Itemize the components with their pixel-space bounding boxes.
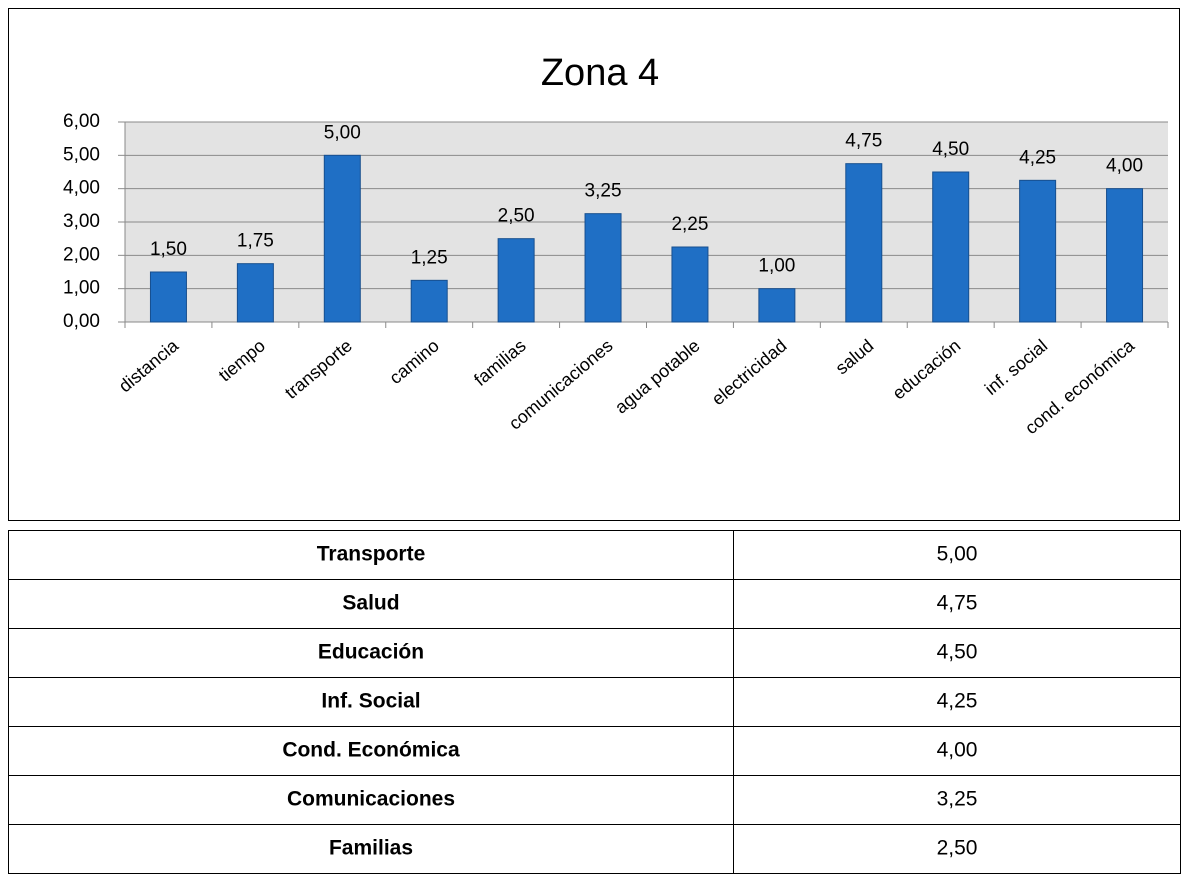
bar: [584, 213, 622, 323]
y-tick-label: 1,00: [63, 278, 100, 299]
row-value: 2,50: [937, 837, 978, 860]
table-cell: [8, 775, 734, 825]
row-label: Cond. Económica: [282, 739, 460, 762]
y-tick-label: 4,00: [63, 178, 100, 199]
table-cell: [8, 628, 734, 678]
value-label: 4,00: [1106, 156, 1143, 177]
bar: [497, 238, 535, 323]
value-label: 1,00: [758, 256, 795, 277]
table-cell: [733, 628, 1181, 678]
row-value: 3,25: [937, 788, 978, 811]
table-cell: [733, 677, 1181, 727]
value-label: 1,25: [411, 247, 448, 268]
y-tick-label: 6,00: [63, 111, 100, 132]
bar: [932, 171, 970, 323]
row-value: 4,75: [937, 592, 978, 615]
bar: [1019, 179, 1057, 323]
value-label: 1,50: [150, 239, 187, 260]
value-label: 4,25: [1019, 147, 1056, 168]
value-label: 5,00: [324, 122, 361, 143]
value-label: 4,75: [845, 131, 882, 152]
row-value: 4,50: [937, 641, 978, 664]
y-tick-label: 3,00: [63, 211, 100, 232]
table-cell: [733, 824, 1181, 874]
bar: [671, 246, 709, 323]
bar: [323, 154, 361, 323]
value-label: 2,25: [671, 214, 708, 235]
row-label: Salud: [342, 592, 399, 615]
row-label: Educación: [318, 641, 424, 664]
bar: [236, 263, 274, 323]
row-value: 4,00: [937, 739, 978, 762]
table-cell: [8, 530, 734, 580]
bar: [410, 279, 448, 323]
table-cell: [733, 530, 1181, 580]
row-value: 4,25: [937, 690, 978, 713]
row-label: Comunicaciones: [287, 788, 455, 811]
value-label: 4,50: [932, 139, 969, 160]
bar: [845, 163, 883, 323]
chart-title: Zona 4: [541, 52, 659, 94]
y-tick-label: 2,00: [63, 244, 100, 265]
value-label: 2,50: [498, 206, 535, 227]
bar: [758, 288, 796, 323]
row-label: Transporte: [317, 543, 426, 566]
row-label: Inf. Social: [321, 690, 420, 713]
value-label: 3,25: [585, 181, 622, 202]
table-cell: [733, 726, 1181, 776]
table-cell: [8, 677, 734, 727]
value-label: 1,75: [237, 231, 274, 252]
bar: [149, 271, 187, 323]
row-value: 5,00: [937, 543, 978, 566]
y-tick-label: 0,00: [63, 311, 100, 332]
bar: [1106, 188, 1144, 323]
y-tick-label: 5,00: [63, 144, 100, 165]
table-cell: [733, 579, 1181, 629]
row-label: Familias: [329, 837, 413, 860]
